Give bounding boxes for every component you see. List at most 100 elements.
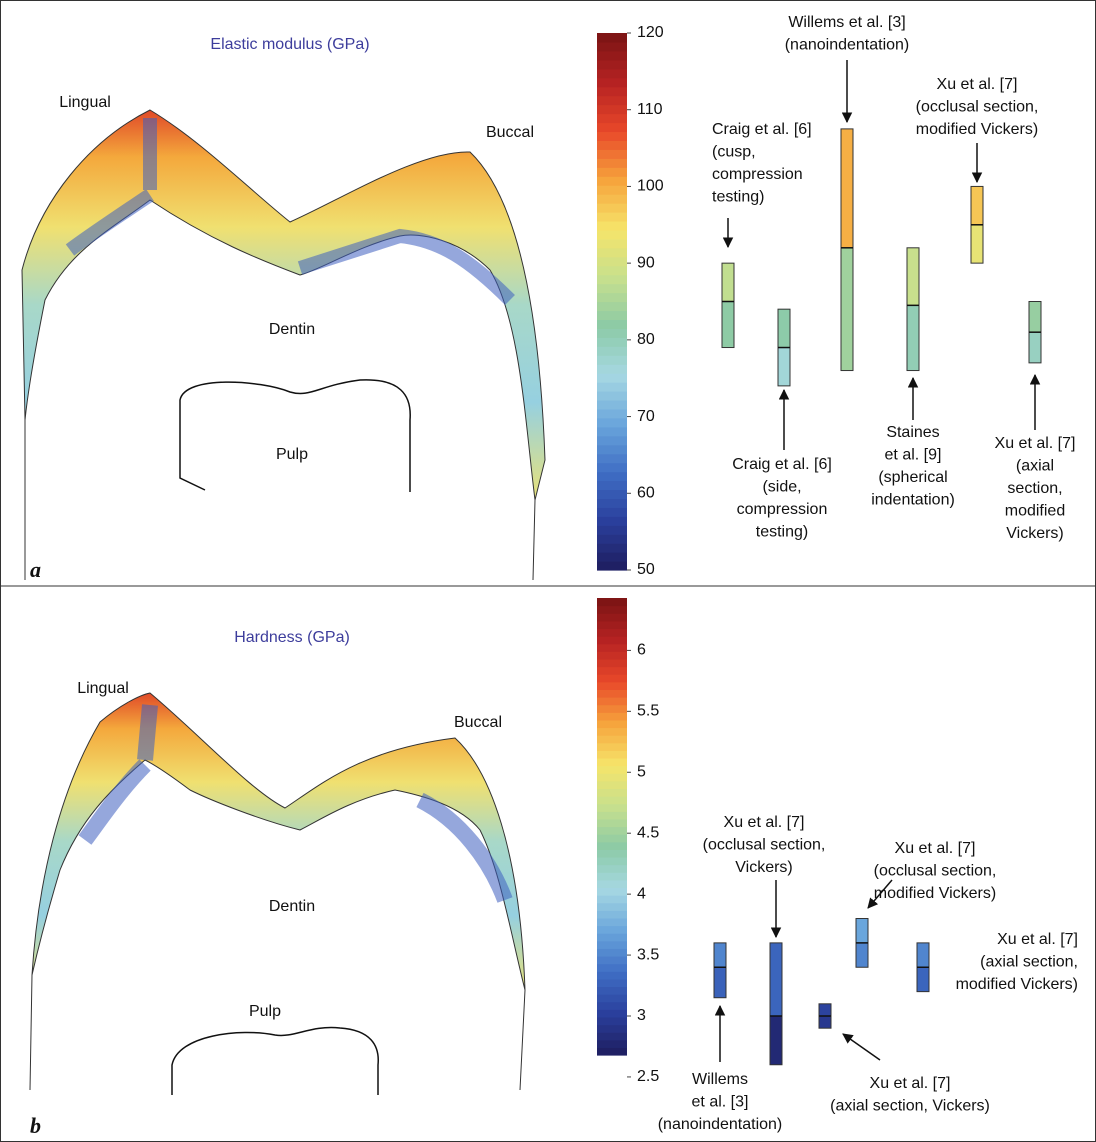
panel-letter: a [30,557,41,582]
range-lower [907,305,919,371]
y-tick-label: 4 [637,885,646,902]
study-label: Xu et al. [7] [724,814,805,831]
region-label: Dentin [269,321,315,338]
range-upper [770,942,782,1017]
colorbar-step [597,373,627,383]
study-label: (nanoindentation) [658,1116,783,1133]
colorbar-step [597,453,627,464]
y-tick-label: 70 [637,408,655,425]
region-label: Buccal [454,714,502,731]
chart-title: Elastic modulus (GPa) [210,36,369,53]
colorbar-step [597,826,627,835]
colorbar-step [597,426,627,437]
range-upper [819,1003,831,1017]
colorbar-step [597,489,627,499]
study-label: (axial section, [980,954,1078,971]
colorbar-step [597,765,627,774]
y-tick-label: 3 [637,1007,646,1024]
colorbar-step [597,140,627,150]
y-tick-label: 5.5 [637,703,659,720]
colorbar-step [597,917,627,927]
colorbar-step [597,788,627,797]
study-label: Vickers) [1006,525,1064,542]
arrow [867,879,893,909]
y-tick-label: 5 [637,763,646,780]
colorbar-step [597,902,627,911]
colorbar-step [597,113,627,124]
colorbar-step [597,735,627,744]
range-lower [841,247,853,371]
colorbar-step [597,895,627,904]
colorbar-step [597,796,627,805]
colorbar-step [597,971,627,980]
colorbar-step [597,346,627,356]
colorbar-step [597,50,627,61]
y-tick-label: 3.5 [637,946,659,963]
colorbar-step [597,561,627,571]
colorbar-step [597,534,627,544]
region-label: Buccal [486,124,534,141]
study-label: modified [1005,503,1065,520]
colorbar-step [597,849,627,858]
y-tick-label: 6 [637,642,646,659]
range-lower [778,347,790,386]
colorbar-step [597,856,627,866]
colorbar-step [597,757,627,767]
range-lower [917,967,929,992]
range-upper [856,918,868,943]
colorbar-step [597,310,627,320]
colorbar-step [597,773,627,782]
colorbar-step [597,948,627,957]
colorbar-step [597,910,627,919]
colorbar-step [597,651,627,660]
range-lower [819,1016,831,1029]
colorbar-step [597,818,627,828]
colorbar-step [597,643,627,652]
region-label: Pulp [249,1003,281,1020]
colorbar-step [597,301,627,312]
colorbar-step [597,1039,627,1048]
colorbar-step [597,417,627,428]
study-label: Willems et al. [3] [788,14,905,31]
study-label: modified Vickers) [874,885,996,902]
colorbar-step [597,364,627,374]
study-label: compression [737,501,828,518]
colorbar-step [597,620,627,630]
colorbar-step [597,480,627,491]
range-box [713,942,727,999]
study-label: (spherical [878,469,947,486]
colorbar-step [597,940,627,949]
study-label: modified Vickers) [956,976,1078,993]
colorbar-step [597,636,627,645]
colorbar-step [597,131,627,141]
colorbar-step [597,104,627,115]
colorbar-step [597,780,627,790]
range-upper [971,186,983,225]
range-lower [722,301,734,348]
range-lower [770,1016,782,1065]
y-tick-label: 100 [637,178,664,195]
colorbar-step [597,149,627,159]
colorbar-step [597,803,627,812]
colorbar-step [597,68,627,79]
colorbar-step [597,712,627,721]
colorbar-step [597,750,627,759]
colorbar-step [597,77,627,88]
colorbar-step [597,95,627,106]
study-label: testing) [756,524,808,541]
study-label: Xu et al. [7] [997,931,1078,948]
colorbar-step [597,704,627,713]
colorbar-step [597,471,627,482]
colorbar-step [597,1009,627,1018]
range-box [906,247,920,372]
colorbar-step [597,435,627,446]
y-tick-label: 90 [637,254,655,271]
colorbar-step [597,399,627,410]
colorbar-step [597,994,627,1003]
range-box [769,942,783,1066]
colorbar-step [597,328,627,338]
range-upper [778,309,790,348]
colorbar-step [597,986,627,995]
study-label: compression [712,166,803,183]
